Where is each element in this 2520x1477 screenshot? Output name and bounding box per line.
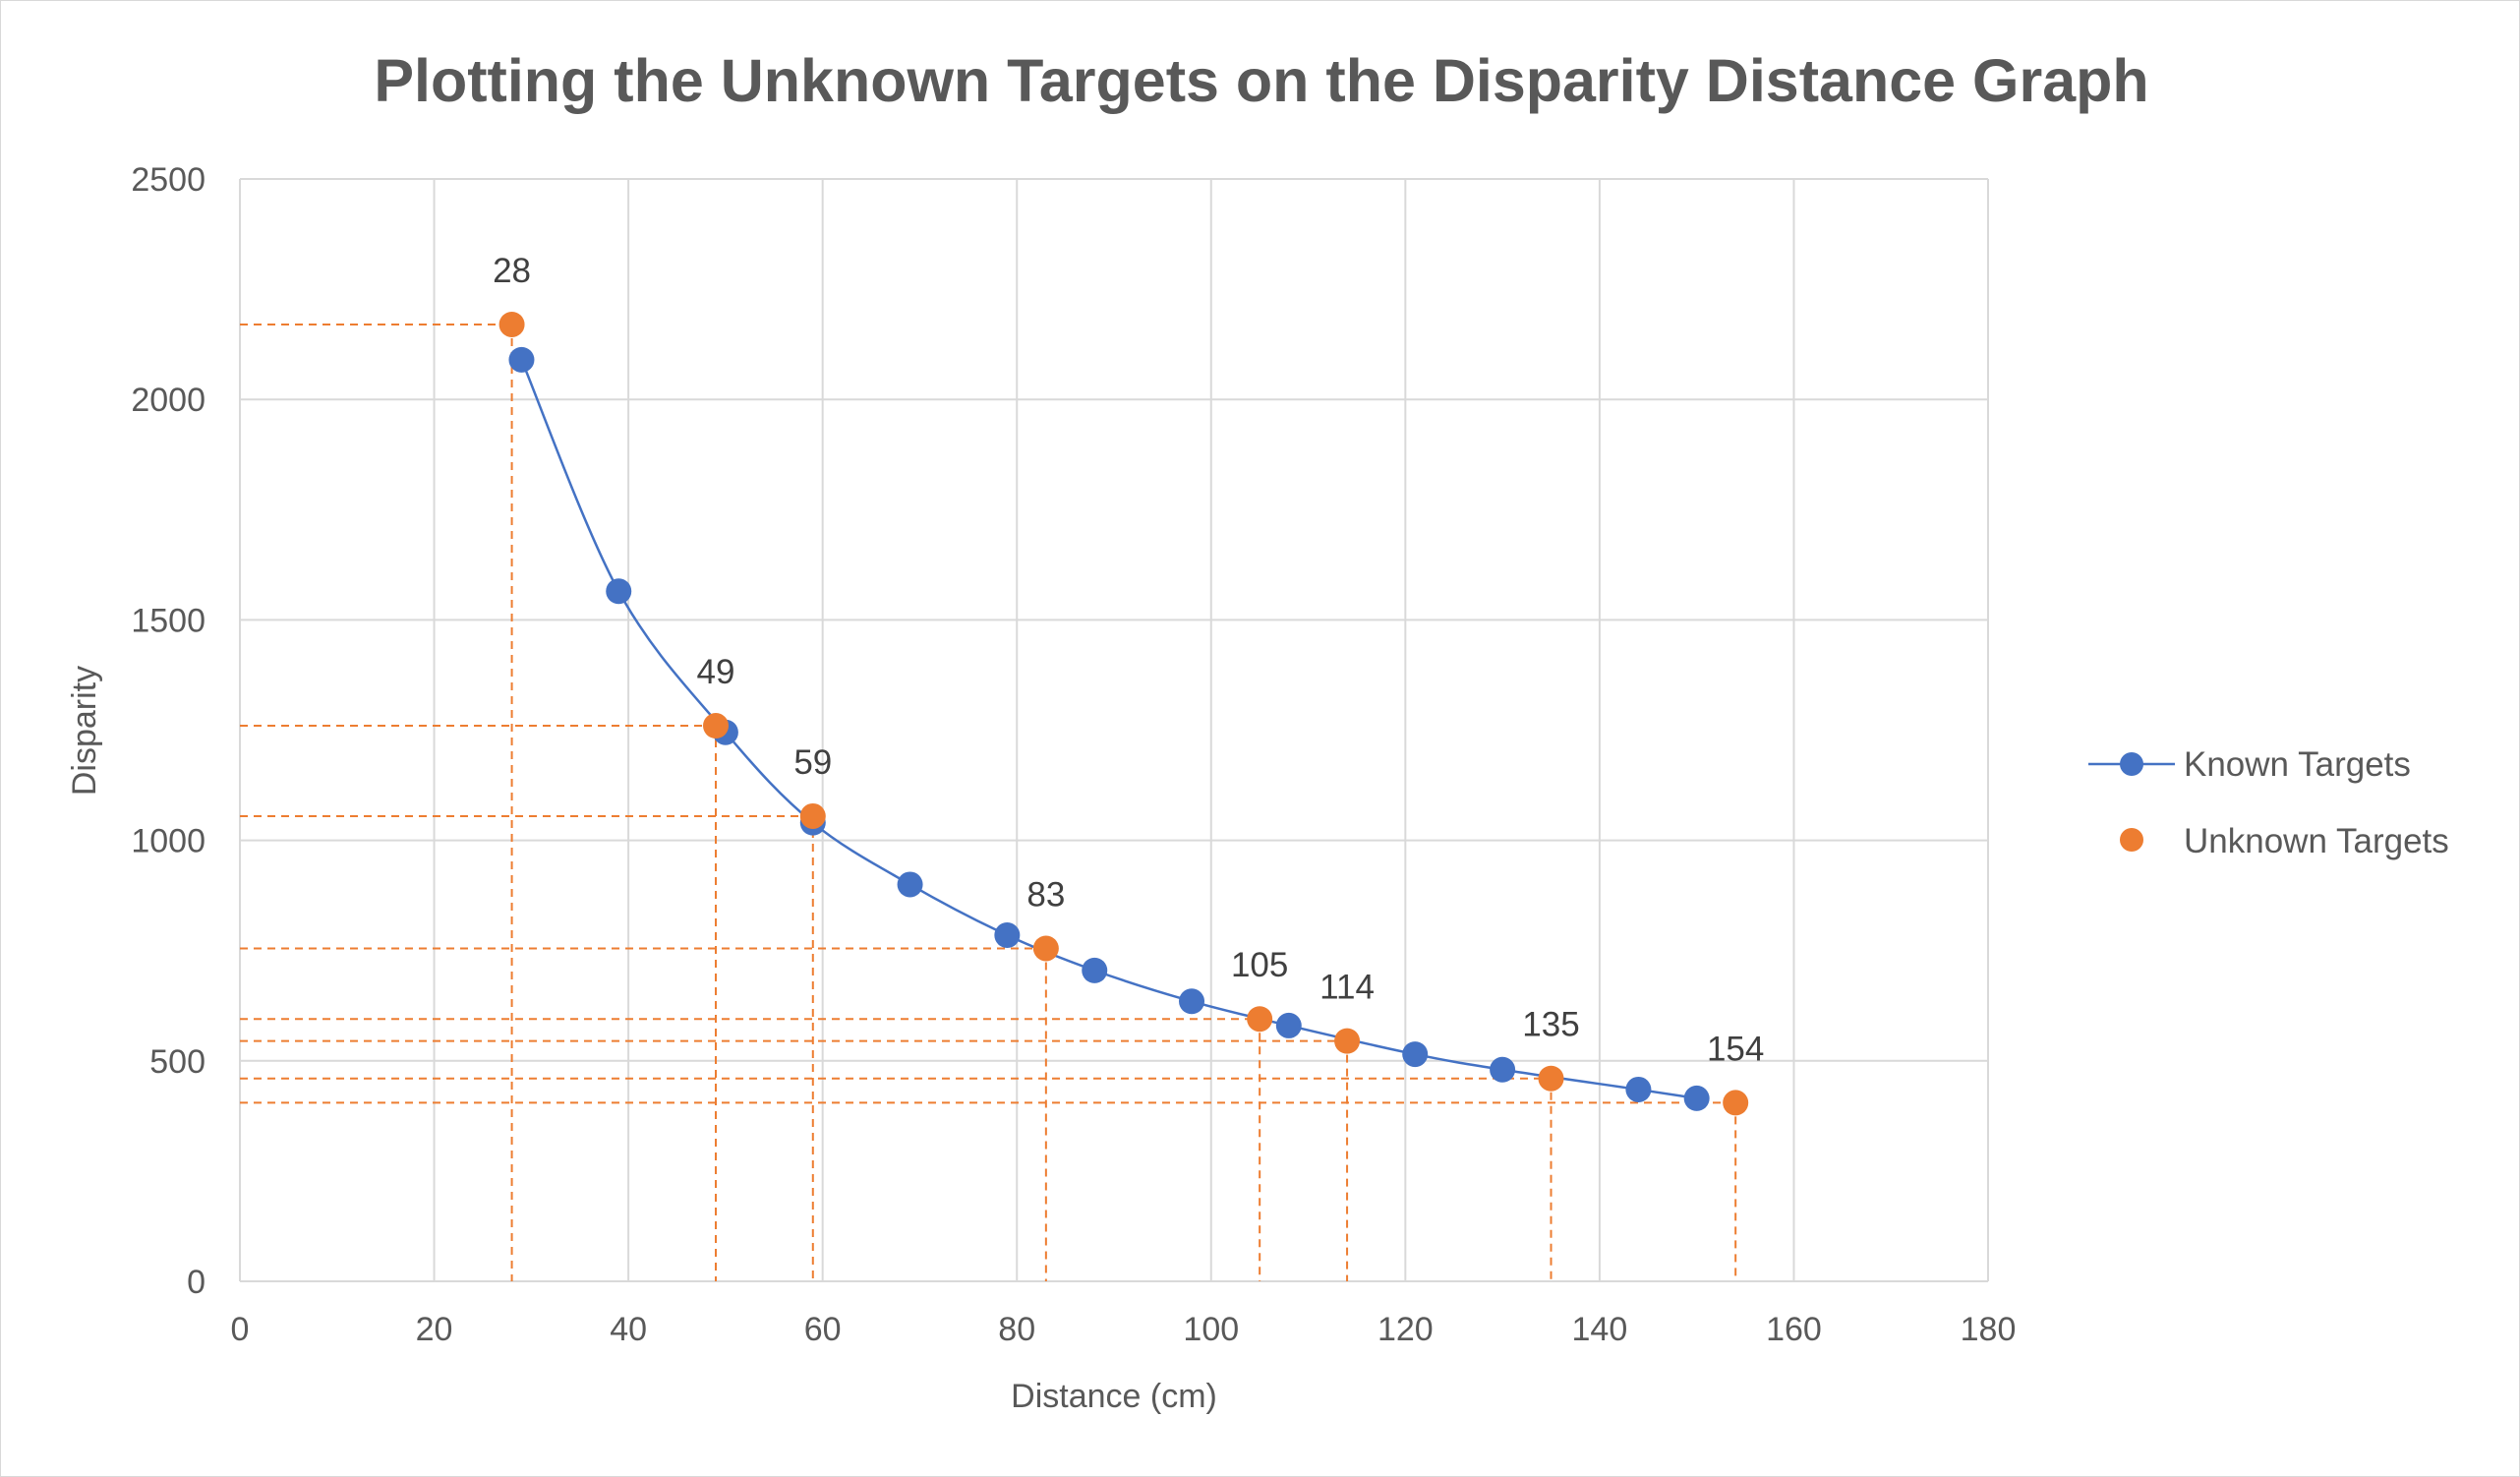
legend-known-label: Known Targets [2184, 745, 2411, 784]
unknown-target-label: 114 [1319, 969, 1375, 1007]
data-labels: 28 49 59 83 105 114 135 154 [493, 252, 1764, 1068]
legend-known-marker [2120, 752, 2143, 776]
tick-labels: 0 20 40 60 80 100 120 140 160 180 0 500 1000 1500 2000… [131, 161, 2016, 1348]
x-tick-label: 60 [804, 1311, 842, 1348]
x-axis-title: Distance (cm) [1011, 1378, 1217, 1415]
y-tick-label: 1500 [131, 602, 205, 639]
known-target-point [1683, 1085, 1710, 1111]
x-tick-label: 20 [416, 1311, 453, 1348]
x-tick-label: 120 [1377, 1311, 1434, 1348]
legend-unknown-label: Unknown Targets [2184, 822, 2449, 860]
unknown-target-point [1032, 935, 1059, 962]
known-target-point [1625, 1076, 1652, 1102]
x-tick-label: 40 [610, 1311, 647, 1348]
unknown-target-label: 49 [697, 653, 735, 691]
unknown-target-label: 135 [1522, 1006, 1579, 1044]
unknown-target-point [799, 802, 826, 829]
known-target-point [508, 346, 535, 373]
unknown-target-point [1723, 1090, 1749, 1116]
gridlines [239, 178, 1989, 1282]
x-tick-label: 0 [231, 1311, 250, 1348]
unknown-target-point [1247, 1006, 1273, 1033]
unknown-target-point [1334, 1028, 1361, 1054]
known-target-point [1275, 1012, 1302, 1038]
known-target-point [606, 578, 632, 605]
series-known-targets [508, 346, 1710, 1111]
x-tick-label: 100 [1183, 1311, 1239, 1348]
unknown-target-point [703, 713, 730, 739]
y-tick-label: 0 [187, 1264, 205, 1301]
known-target-point [1402, 1041, 1429, 1068]
x-tick-label: 80 [998, 1311, 1035, 1348]
known-target-point [994, 922, 1021, 949]
series-unknown-targets [498, 311, 1749, 1116]
y-tick-label: 1000 [131, 823, 205, 860]
known-target-point [897, 871, 923, 898]
known-target-point [1490, 1056, 1516, 1083]
unknown-target-label: 83 [1026, 875, 1065, 914]
y-axis-title: Disparity [66, 666, 103, 796]
unknown-target-label: 59 [793, 743, 832, 782]
unknown-target-point [1538, 1065, 1564, 1092]
y-tick-label: 500 [149, 1043, 205, 1081]
known-target-point [1082, 957, 1108, 983]
unknown-target-label: 28 [493, 252, 531, 290]
unknown-target-label: 105 [1231, 946, 1288, 984]
unknown-target-label: 154 [1707, 1030, 1764, 1068]
x-tick-label: 160 [1766, 1311, 1822, 1348]
drop-lines [240, 323, 1737, 1281]
known-targets-line [520, 359, 1697, 1100]
y-tick-label: 2500 [131, 161, 205, 199]
known-target-point [1179, 988, 1205, 1015]
legend: Known Targets Unknown Targets [2088, 745, 2449, 860]
y-tick-label: 2000 [131, 382, 205, 419]
chart-title: Plotting the Unknown Targets on the Disp… [374, 47, 2148, 114]
unknown-target-point [498, 311, 525, 337]
legend-unknown-marker [2120, 828, 2143, 852]
x-tick-label: 180 [1961, 1311, 2017, 1348]
x-tick-label: 140 [1572, 1311, 1628, 1348]
